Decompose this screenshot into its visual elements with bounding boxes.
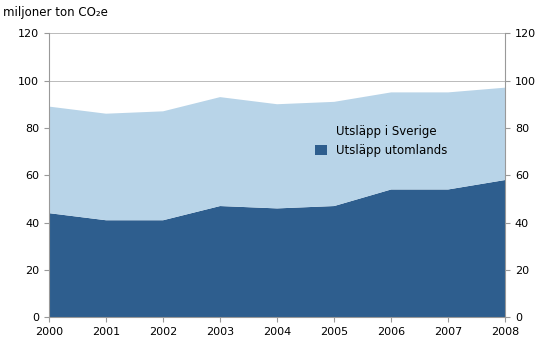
Text: miljoner ton CO₂e: miljoner ton CO₂e [3, 6, 108, 19]
Legend: Utsläpp i Sverige, Utsläpp utomlands: Utsläpp i Sverige, Utsläpp utomlands [315, 125, 447, 157]
